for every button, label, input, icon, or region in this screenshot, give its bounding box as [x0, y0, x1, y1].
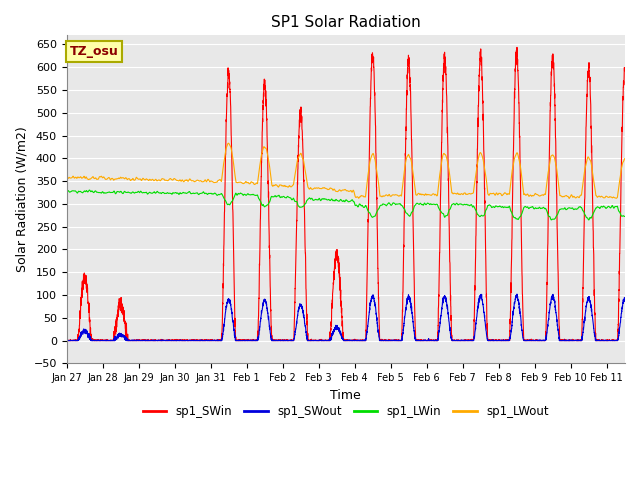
sp1_SWout	[521, 337, 529, 343]
sp1_LWout	[211, 180, 218, 185]
sp1_SWin	[105, 338, 113, 344]
sp1_LWin	[105, 189, 113, 195]
sp1_LWout	[231, 170, 239, 176]
sp1_LWin	[621, 214, 628, 219]
sp1_SWin	[63, 338, 70, 344]
sp1_SWout	[621, 296, 628, 302]
sp1_SWout	[105, 338, 113, 344]
sp1_LWout	[463, 191, 470, 197]
sp1_LWout	[225, 140, 232, 146]
sp1_SWin	[63, 337, 70, 343]
sp1_LWin	[547, 217, 555, 223]
sp1_LWin	[521, 204, 529, 209]
sp1_LWin	[463, 202, 470, 207]
sp1_LWout	[621, 156, 628, 162]
Line: sp1_SWin: sp1_SWin	[67, 48, 625, 341]
sp1_SWout	[513, 291, 521, 297]
Line: sp1_LWout: sp1_LWout	[67, 143, 625, 198]
sp1_SWin	[231, 300, 239, 306]
Y-axis label: Solar Radiation (W/m2): Solar Radiation (W/m2)	[15, 127, 28, 272]
sp1_SWout	[463, 338, 470, 344]
sp1_LWout	[521, 191, 529, 197]
sp1_LWout	[572, 195, 580, 201]
X-axis label: Time: Time	[330, 389, 361, 402]
sp1_LWout	[565, 195, 573, 201]
Title: SP1 Solar Radiation: SP1 Solar Radiation	[271, 15, 420, 30]
sp1_SWout	[211, 338, 218, 344]
sp1_SWout	[63, 338, 70, 344]
sp1_LWin	[231, 193, 239, 199]
sp1_LWout	[105, 175, 113, 180]
sp1_SWin	[521, 337, 529, 343]
sp1_SWout	[230, 331, 238, 337]
sp1_SWin	[572, 337, 580, 343]
sp1_LWin	[86, 187, 93, 193]
sp1_LWin	[572, 206, 580, 212]
sp1_SWin	[621, 67, 628, 72]
sp1_SWout	[572, 337, 580, 343]
sp1_LWin	[63, 190, 70, 195]
sp1_SWin	[463, 337, 470, 343]
Line: sp1_LWin: sp1_LWin	[67, 190, 625, 220]
sp1_SWin	[513, 45, 521, 50]
sp1_LWout	[63, 175, 70, 181]
Line: sp1_SWout: sp1_SWout	[67, 294, 625, 341]
Legend: sp1_SWin, sp1_SWout, sp1_LWin, sp1_LWout: sp1_SWin, sp1_SWout, sp1_LWin, sp1_LWout	[138, 401, 554, 423]
sp1_SWin	[211, 337, 218, 343]
sp1_LWin	[211, 190, 218, 196]
Text: TZ_osu: TZ_osu	[70, 45, 118, 58]
